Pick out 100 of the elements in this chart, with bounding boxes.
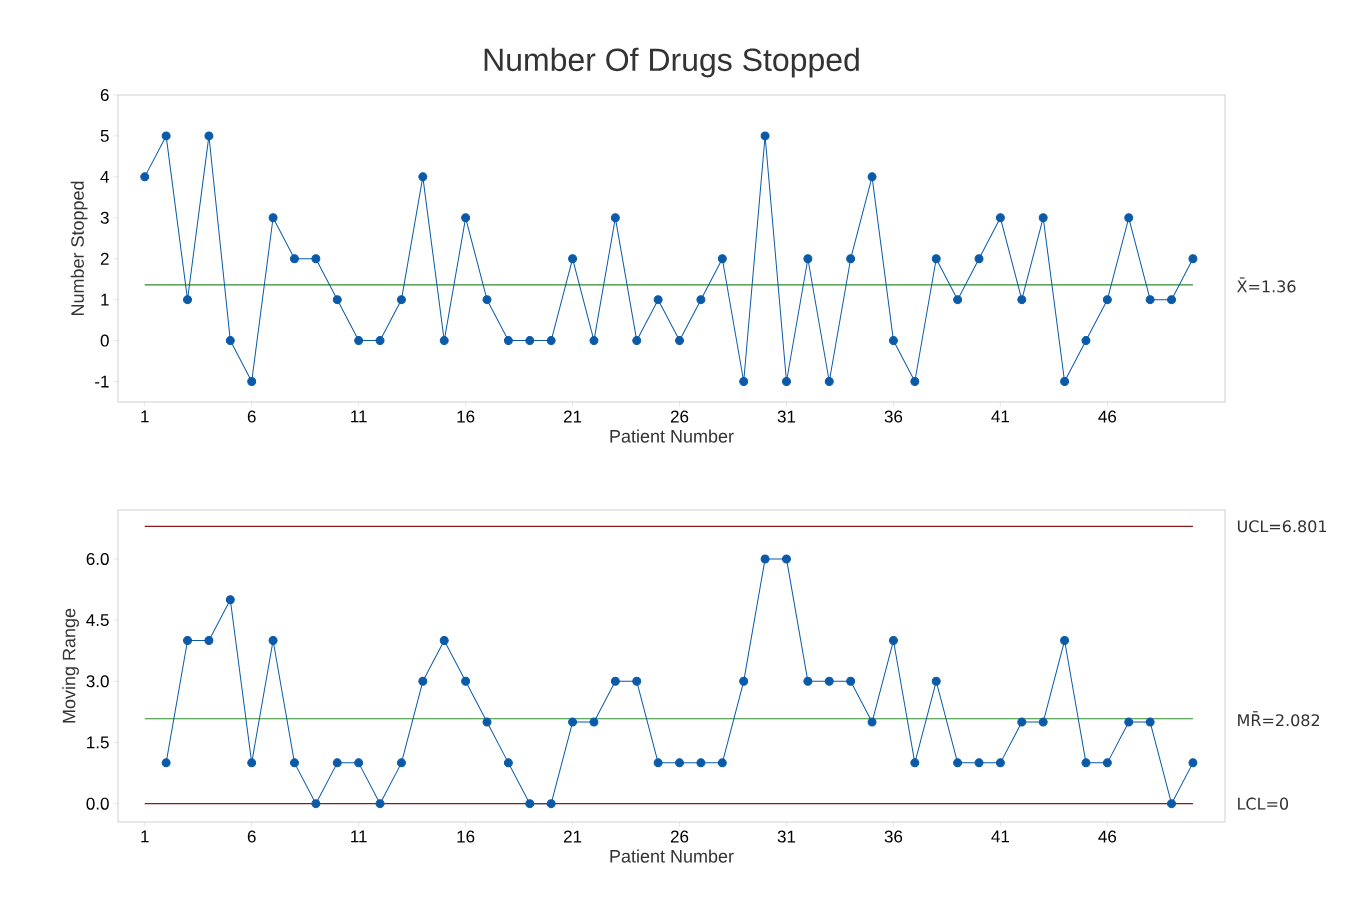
x-tick-label: 41 [991, 410, 1010, 423]
point [1017, 717, 1027, 727]
point [760, 131, 770, 141]
point [461, 213, 471, 223]
point [632, 336, 642, 346]
point [653, 758, 663, 768]
point [1081, 336, 1091, 346]
x-tick-label: 46 [1098, 410, 1117, 423]
point [974, 758, 984, 768]
y-axis-title: Moving Range [62, 608, 79, 723]
point [1145, 295, 1155, 305]
point [396, 295, 406, 305]
point [247, 377, 257, 387]
y-axis-title: Number Stopped [70, 181, 88, 316]
point [311, 254, 321, 264]
x-tick-label: 16 [457, 830, 475, 843]
y-tick-label: 1.5 [87, 736, 109, 749]
point [418, 676, 428, 686]
point [289, 254, 299, 264]
point [696, 295, 706, 305]
y-tick-label: -1 [95, 375, 109, 388]
point [354, 336, 364, 346]
y-tick-label: 4 [100, 171, 109, 183]
point [418, 172, 428, 182]
point [931, 676, 941, 686]
point [931, 254, 941, 264]
point [632, 676, 642, 686]
point [225, 336, 235, 346]
point [888, 336, 898, 346]
x-tick-label: 16 [457, 410, 475, 423]
x-axis-title: Patient Number [610, 849, 734, 863]
y-tick-label: 1 [101, 293, 109, 306]
point [503, 336, 513, 346]
point [161, 758, 171, 768]
point [546, 799, 556, 809]
point [1188, 254, 1198, 264]
point [846, 254, 856, 264]
x-tick-label: 41 [991, 830, 1010, 843]
point [1102, 758, 1112, 768]
point [867, 172, 877, 182]
point [803, 676, 813, 686]
point [739, 377, 749, 387]
point [824, 377, 834, 387]
point [1167, 799, 1177, 809]
point [354, 758, 364, 768]
point [610, 676, 620, 686]
x-tick-label: 1 [141, 410, 149, 423]
point [482, 717, 492, 727]
point [824, 676, 834, 686]
point [546, 336, 556, 346]
point [589, 717, 599, 727]
x-tick-label: 26 [670, 830, 689, 843]
ref-line-label: LCL=0 [1238, 797, 1289, 810]
y-tick-label: 2 [100, 252, 109, 265]
x-tick-label: 46 [1098, 830, 1117, 843]
point [183, 295, 193, 305]
point [675, 336, 685, 346]
point [332, 758, 342, 768]
point [589, 336, 599, 346]
point [653, 295, 663, 305]
point [396, 758, 406, 768]
x-tick-label: 31 [777, 830, 796, 843]
y-tick-label: 0.0 [86, 797, 109, 810]
point [183, 636, 193, 646]
point [803, 254, 813, 264]
point [953, 758, 963, 768]
point [867, 717, 877, 727]
point [1124, 717, 1134, 727]
x-tick-label: 31 [777, 410, 796, 423]
point [1145, 717, 1155, 727]
point [140, 172, 150, 182]
ref-line-label: MR̄=2.082 [1238, 711, 1320, 727]
point [760, 554, 770, 564]
y-tick-label: 6 [100, 88, 109, 102]
point [439, 336, 449, 346]
point [568, 717, 578, 727]
y-tick-label: 3.0 [86, 675, 109, 688]
point [1060, 636, 1070, 646]
point [995, 758, 1005, 768]
y-tick-label: 3 [100, 211, 109, 224]
point [225, 595, 235, 605]
x-tick-label: 26 [670, 410, 689, 423]
x-tick-label: 11 [351, 410, 367, 423]
point [461, 676, 471, 686]
x-tick-label: 6 [247, 830, 256, 843]
point [311, 799, 321, 809]
x-tick-label: 21 [563, 410, 582, 423]
point [995, 213, 1005, 223]
point [1060, 377, 1070, 387]
point [1102, 295, 1112, 305]
point [739, 676, 749, 686]
x-tick-label: 1 [141, 830, 149, 843]
point [1017, 295, 1027, 305]
point [610, 213, 620, 223]
point [910, 377, 920, 387]
y-tick-label: 0 [100, 334, 109, 347]
chart-title: Number Of Drugs Stopped [484, 47, 859, 78]
ref-line-label: X̄=1.36 [1237, 277, 1296, 293]
point [525, 799, 535, 809]
point [268, 636, 278, 646]
